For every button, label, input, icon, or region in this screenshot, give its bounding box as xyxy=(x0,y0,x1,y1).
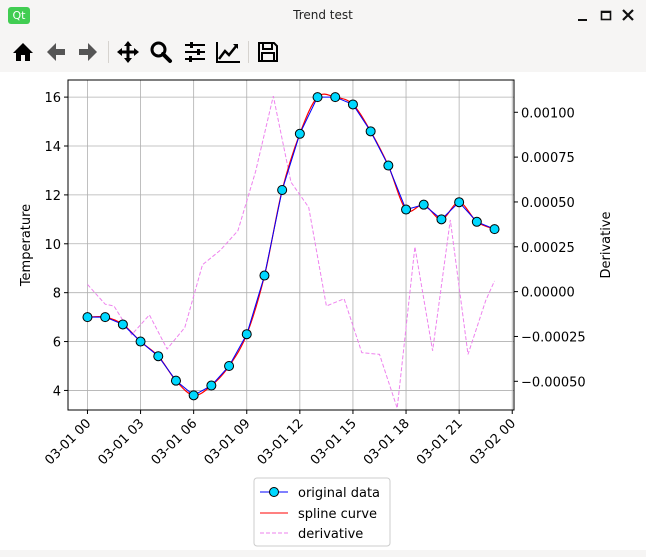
legend-box xyxy=(253,477,391,547)
legend-label-original: original data xyxy=(298,486,380,501)
close-button[interactable] xyxy=(619,6,637,24)
data-point xyxy=(135,336,146,347)
y-axis-label-left: Temperature xyxy=(19,204,34,287)
save-icon xyxy=(258,42,278,62)
minimize-button[interactable] xyxy=(574,6,592,24)
spline-series xyxy=(87,93,495,396)
x-tick-label: 03-01 03 xyxy=(95,416,147,468)
y-tick-label-right: 0.00100 xyxy=(521,106,575,121)
data-point xyxy=(206,380,217,391)
edit-axes-icon xyxy=(216,42,240,63)
data-point xyxy=(153,351,164,362)
data-point xyxy=(277,185,288,195)
x-tick-label: 03-01 12 xyxy=(255,416,307,468)
home-button[interactable] xyxy=(9,38,37,66)
minimize-icon xyxy=(578,19,587,21)
figure-canvas[interactable]: 03-01 00 03-01 03 03-01 06 03-01 09 03-01 12… xyxy=(0,72,646,550)
data-point xyxy=(82,312,93,323)
toolbar-separator xyxy=(108,41,109,63)
axes-frame xyxy=(67,79,515,411)
qt-logo: Qt xyxy=(8,7,30,24)
y-tick-label-left: 14 xyxy=(44,140,61,155)
bottom-strip xyxy=(0,550,646,557)
maximize-button[interactable] xyxy=(597,6,615,24)
x-tick-label: 03-01 06 xyxy=(149,416,201,468)
y-tick-label-left: 10 xyxy=(44,238,61,253)
data-point xyxy=(436,214,447,225)
maximize-icon xyxy=(600,10,612,21)
y-axis-label-right: Derivative xyxy=(599,211,614,278)
original-data-series xyxy=(82,92,500,401)
y-tick-label-right: −0.00025 xyxy=(521,330,586,345)
legend: original data spline curve derivative xyxy=(253,477,391,547)
home-icon xyxy=(13,43,33,61)
data-point xyxy=(294,128,305,139)
derivative-series xyxy=(87,95,495,409)
legend-label-derivative: derivative xyxy=(298,527,363,542)
data-point xyxy=(330,92,341,103)
forward-button[interactable] xyxy=(74,38,102,66)
configure-subplots-button[interactable] xyxy=(181,38,209,66)
derivative-line xyxy=(87,95,495,409)
data-point xyxy=(454,197,465,208)
x-tick-label: 03-02 00 xyxy=(467,416,519,468)
y-tick-label-right: 0.00050 xyxy=(521,196,575,211)
data-point xyxy=(312,92,323,103)
data-point xyxy=(117,319,128,330)
y-tick-label-left: 12 xyxy=(44,189,61,204)
data-point xyxy=(100,312,111,323)
y-tick-label-left: 8 xyxy=(53,287,61,302)
axis-ticks: 03-01 00 03-01 03 03-01 06 03-01 09 03-01 12… xyxy=(42,91,585,468)
forward-icon xyxy=(79,43,97,61)
y-tick-label-left: 6 xyxy=(53,336,61,351)
data-point xyxy=(489,224,500,235)
configure-subplots-icon xyxy=(185,42,205,62)
title-bar: Qt Trend test xyxy=(0,0,646,31)
pan-button[interactable] xyxy=(114,38,142,66)
data-point xyxy=(365,126,376,137)
data-point xyxy=(188,390,199,401)
x-tick-label: 03-01 00 xyxy=(42,416,94,468)
y-tick-label-left: 4 xyxy=(53,384,61,399)
x-tick-label: 03-01 09 xyxy=(202,416,254,468)
legend-marker-original xyxy=(269,487,279,497)
save-button[interactable] xyxy=(254,38,282,66)
x-tick-label: 03-01 21 xyxy=(414,416,466,468)
y-tick-label-right: 0.00025 xyxy=(521,241,575,256)
back-button[interactable] xyxy=(42,38,70,66)
navigation-toolbar xyxy=(0,31,646,72)
zoom-icon xyxy=(150,41,172,63)
edit-axes-button[interactable] xyxy=(214,38,242,66)
data-point xyxy=(224,361,235,371)
spline-line xyxy=(87,93,495,396)
y-tick-label-right: 0.00075 xyxy=(521,151,575,166)
data-point xyxy=(401,204,412,215)
y-tick-label-right: 0.00000 xyxy=(521,286,575,301)
y-tick-label-left: 16 xyxy=(44,91,61,106)
data-point xyxy=(259,270,270,281)
toolbar-separator xyxy=(248,41,249,63)
data-point xyxy=(383,160,394,171)
x-tick-label: 03-01 18 xyxy=(361,416,413,468)
data-point xyxy=(241,329,252,340)
pan-icon xyxy=(117,41,139,63)
x-tick-label: 03-01 15 xyxy=(308,416,360,468)
close-icon xyxy=(622,9,634,21)
window-title: Trend test xyxy=(293,8,353,22)
data-point xyxy=(170,375,181,386)
data-point xyxy=(347,99,358,110)
zoom-button[interactable] xyxy=(147,38,175,66)
legend-label-spline: spline curve xyxy=(298,507,377,522)
original-data-line xyxy=(87,96,495,396)
back-icon xyxy=(47,43,65,61)
data-point xyxy=(471,216,482,227)
y-tick-label-right: −0.00050 xyxy=(521,375,586,390)
data-point xyxy=(418,199,429,210)
